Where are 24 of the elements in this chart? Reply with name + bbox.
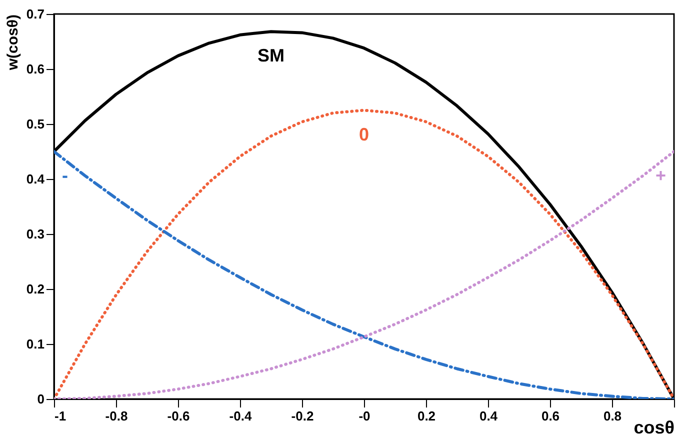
y-axis-title: w(cosθ) [4,14,22,72]
x-tick-label: -0 [358,408,370,424]
x-tick-label: 0.2 [417,408,436,424]
x-axis-title: cosθ [634,418,674,438]
series-label: + [655,166,666,186]
x-tick-label: -1 [54,408,66,424]
x-tick-label: -0.2 [291,408,314,424]
y-tick-label: 0.4 [26,172,46,186]
y-tick-label: 0 [37,392,44,406]
y-tick-label: 0.6 [26,62,44,76]
y-tick-label: 0.1 [26,336,44,352]
y-tick-label: 0.5 [26,116,44,132]
series-label: 0 [358,124,370,144]
x-tick-label: 0.4 [479,408,498,424]
x-tick-label: 0.6 [541,408,560,424]
x-tick-label: 0.8 [603,408,622,424]
y-tick-label: 0.2 [26,282,44,296]
series-label: - [62,166,68,186]
x-tick-label: -0.6 [167,408,190,424]
series-label: SM [258,46,284,66]
x-tick-label: -0.8 [105,408,128,424]
y-tick-label: 0.7 [26,6,44,22]
y-tick-label: 0.3 [26,226,44,242]
x-tick-label: -0.4 [229,408,252,424]
